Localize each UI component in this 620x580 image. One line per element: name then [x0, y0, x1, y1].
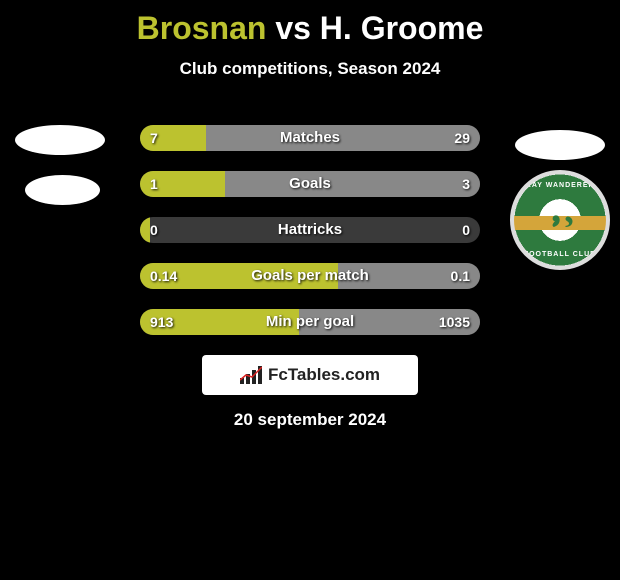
player2-name: H. Groome: [320, 10, 484, 46]
vs-text: vs: [275, 10, 311, 46]
stat-label: Hattricks: [140, 217, 480, 243]
subtitle: Club competitions, Season 2024: [0, 59, 620, 79]
stat-label: Goals: [140, 171, 480, 197]
comparison-bars: 729Matches 13Goals 00Hattricks 0.140.1Goals…: [140, 125, 480, 355]
barchart-icon: [240, 366, 262, 384]
crest-top-text: BRAY WANDERERS: [520, 182, 601, 189]
stat-label: Goals per match: [140, 263, 480, 289]
badge-ellipse: [25, 175, 100, 205]
stat-bar: 13Goals: [140, 171, 480, 197]
source-logo: FcTables.com: [202, 355, 418, 395]
page-title: Brosnan vs H. Groome: [0, 0, 620, 47]
stat-bar: 9131035Min per goal: [140, 309, 480, 335]
player1-badge: [10, 115, 110, 215]
swan-icon: [548, 206, 578, 236]
badge-ellipse: [515, 130, 605, 160]
logo-text: FcTables.com: [268, 365, 380, 385]
stat-label: Min per goal: [140, 309, 480, 335]
club-crest: BRAY WANDERERS FOOTBALL CLUB: [510, 170, 610, 270]
stat-label: Matches: [140, 125, 480, 151]
badge-ellipse: [15, 125, 105, 155]
stat-bar: 729Matches: [140, 125, 480, 151]
stat-bar: 0.140.1Goals per match: [140, 263, 480, 289]
player2-badge: BRAY WANDERERS FOOTBALL CLUB: [510, 170, 610, 270]
player1-name: Brosnan: [137, 10, 267, 46]
stat-bar: 00Hattricks: [140, 217, 480, 243]
date-text: 20 september 2024: [0, 410, 620, 430]
crest-bottom-text: FOOTBALL CLUB: [524, 251, 596, 258]
